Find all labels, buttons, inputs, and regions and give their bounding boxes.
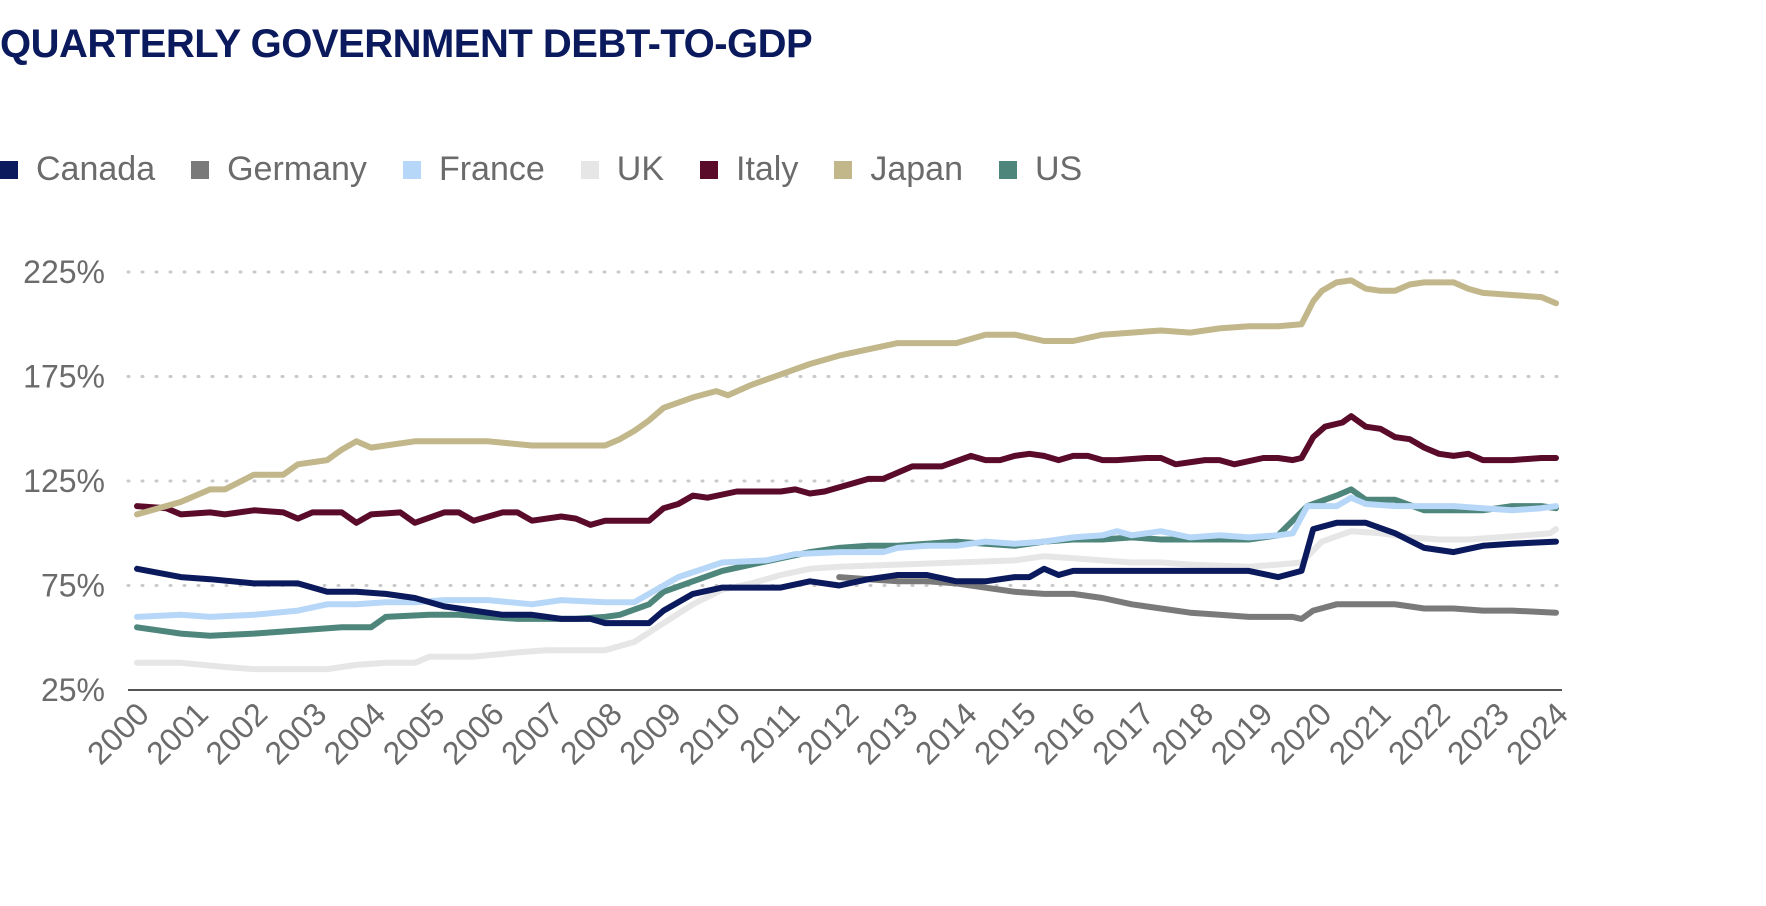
x-tick-label: 2009 [612, 695, 688, 771]
x-tick-label: 2012 [790, 695, 866, 771]
x-tick-label: 2013 [849, 695, 925, 771]
x-tick-label: 2005 [376, 695, 452, 771]
y-tick-label: 125% [23, 463, 105, 499]
x-tick-label: 2007 [494, 695, 570, 771]
legend-swatch-italy [700, 160, 718, 179]
gridlines [126, 270, 1564, 587]
legend-swatch-germany [191, 160, 210, 179]
x-tick-label: 2006 [435, 695, 511, 771]
legend-label-uk: UK [616, 150, 664, 188]
legend-item-france: France [402, 150, 545, 189]
series-line-uk [134, 526, 1559, 673]
x-tick-label: 2020 [1263, 695, 1339, 771]
x-tick-label: 2014 [908, 695, 984, 771]
x-tick-label: 2023 [1440, 695, 1516, 771]
x-tick-label: 2010 [671, 695, 747, 771]
y-tick-label: 175% [23, 359, 105, 395]
legend-item-italy: Italy [700, 150, 798, 189]
x-tick-label: 2008 [553, 695, 629, 771]
chart-title: QUARTERLY GOVERNMENT DEBT-TO-GDP [0, 22, 813, 66]
legend-item-canada: Canada [0, 150, 155, 189]
x-tick-label: 2011 [732, 695, 806, 769]
x-tick-label: 2015 [967, 695, 1043, 771]
x-tick-label: 2018 [1144, 695, 1220, 771]
legend-swatch-france [402, 160, 421, 179]
x-tick-label: 2024 [1499, 695, 1575, 771]
x-tick-label: 2002 [198, 695, 274, 771]
legend-label-germany: Germany [227, 150, 367, 188]
y-tick-label: 75% [41, 568, 105, 604]
legend-item-germany: Germany [191, 150, 367, 189]
legend-swatch-japan [834, 160, 853, 179]
x-tick-label: 2004 [317, 695, 393, 771]
series-line-canada [134, 519, 1559, 627]
x-tick-label: 2003 [258, 695, 334, 771]
x-tick-label: 2017 [1085, 695, 1161, 771]
series-line-germany [836, 574, 1559, 622]
x-tick-label: 2016 [1026, 695, 1102, 771]
legend-item-us: US [999, 150, 1082, 189]
y-axis-tick-labels: 25% 75% 125% 175% 225% [23, 254, 105, 708]
x-tick-label: 2001 [139, 695, 215, 771]
y-tick-label: 225% [23, 254, 105, 290]
legend-label-us: US [1035, 150, 1083, 188]
y-tick-label: 25% [41, 672, 105, 708]
legend-label-italy: Italy [736, 150, 799, 188]
legend-swatch-uk [580, 160, 599, 179]
series-line-us [134, 486, 1559, 639]
legend-label-france: France [438, 150, 545, 188]
series-line-italy [134, 413, 1559, 528]
series-line-france [134, 494, 1559, 620]
legend-label-japan: Japan [870, 150, 963, 188]
x-tick-label: 2022 [1381, 695, 1457, 771]
x-tick-label: 2019 [1204, 695, 1280, 771]
legend-label-canada: Canada [36, 150, 156, 188]
series-lines [134, 277, 1559, 673]
legend-item-uk: UK [580, 150, 664, 189]
legend-swatch-us [999, 160, 1017, 179]
x-tick-label: 2021 [1322, 695, 1398, 771]
legend-item-japan: Japan [834, 150, 963, 189]
legend: Canada Germany France UK Italy Japan US [0, 150, 1118, 189]
legend-swatch-canada [0, 160, 18, 179]
x-axis-tick-labels: 2000200120022003200420052006200720082009… [80, 695, 1575, 771]
series-line-japan [134, 277, 1559, 518]
